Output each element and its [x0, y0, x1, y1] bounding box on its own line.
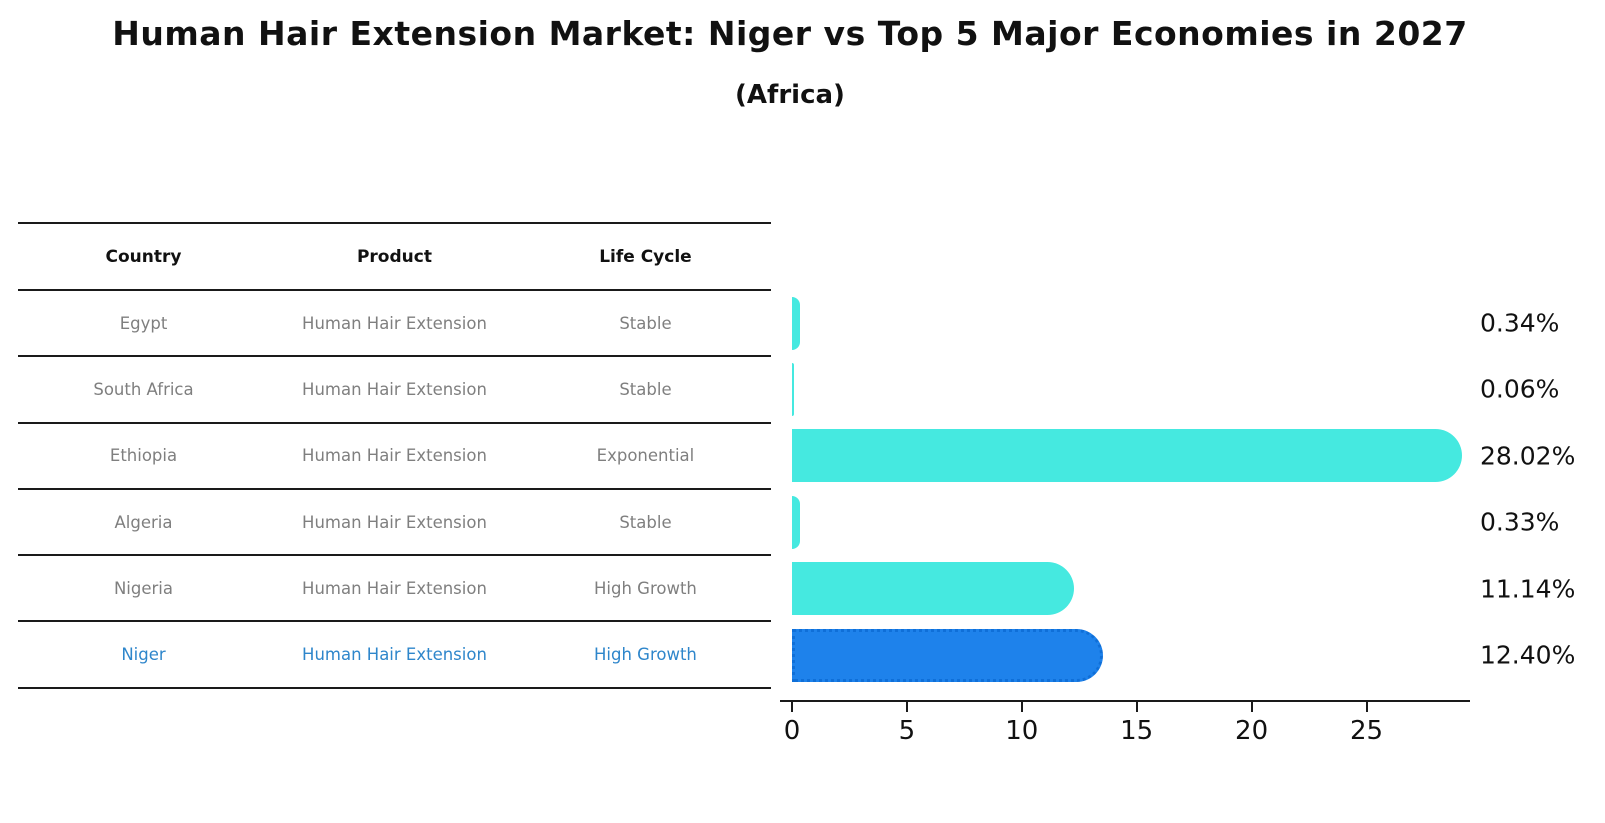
bar-algeria	[792, 495, 800, 549]
x-tick-mark	[791, 702, 793, 712]
cell-country: Algeria	[114, 512, 173, 532]
cell-product: Human Hair Extension	[302, 313, 487, 333]
column-header-lifecycle: Life Cycle	[599, 246, 692, 267]
bar-chart: 0.34% 0.06% 28.02% 0.33% 11.14% 12.40% 0 5 10 15 2…	[780, 280, 1605, 780]
cell-product: Human Hair Extension	[302, 578, 487, 598]
x-tick-label: 10	[1005, 716, 1039, 746]
bar-niger	[792, 628, 1103, 682]
table-header-row: Country Product Life Cycle	[18, 224, 771, 291]
bar-ethiopia	[792, 429, 1462, 483]
cell-country: Ethiopia	[109, 446, 178, 466]
cell-country: South Africa	[93, 379, 194, 399]
x-tick-label: 15	[1120, 716, 1154, 746]
x-tick-label: 20	[1235, 716, 1269, 746]
bar-south-africa	[792, 362, 794, 416]
table-row-ethiopia: Ethiopia Human Hair Extension Exponential	[18, 424, 771, 490]
x-axis-line	[780, 700, 1470, 702]
cell-product: Human Hair Extension	[302, 512, 487, 532]
country-table: Country Product Life Cycle Egypt Human Ha…	[18, 222, 771, 689]
value-label-nigeria: 11.14%	[1480, 574, 1576, 604]
chart-title: Human Hair Extension Market: Niger vs To…	[112, 14, 1468, 53]
cell-country: Egypt	[119, 313, 168, 333]
bar-nigeria	[792, 562, 1074, 616]
x-tick-mark	[1365, 702, 1368, 712]
cell-country: Nigeria	[113, 578, 173, 598]
chart-subtitle: (Africa)	[735, 80, 845, 110]
cell-life-cycle: Stable	[619, 313, 672, 333]
x-tick-label: 0	[783, 716, 801, 746]
column-header-product: Product	[356, 246, 432, 267]
cell-product: Human Hair Extension	[302, 379, 487, 399]
table-body: Egypt Human Hair Extension Stable South Afr…	[18, 291, 771, 689]
table-row-south-africa: South Africa Human Hair Extension Stable	[18, 357, 771, 424]
table-row-algeria: Algeria Human Hair Extension Stable	[18, 490, 771, 557]
table-row-egypt: Egypt Human Hair Extension Stable	[18, 291, 771, 358]
cell-product: Human Hair Extension	[302, 645, 487, 665]
x-tick-mark	[1250, 702, 1253, 712]
value-label-algeria: 0.33%	[1480, 507, 1560, 537]
column-header-country: Country	[105, 246, 182, 267]
value-label-south-africa: 0.06%	[1480, 374, 1560, 404]
cell-life-cycle: High Growth	[594, 578, 697, 598]
cell-country: Niger	[121, 645, 166, 665]
table-row-niger: Niger Human Hair Extension High Growth	[18, 622, 771, 689]
x-tick-mark	[1020, 702, 1023, 712]
x-tick-mark	[905, 702, 908, 712]
value-label-egypt: 0.34%	[1480, 308, 1560, 338]
value-label-ethiopia: 28.02%	[1480, 441, 1576, 471]
cell-product: Human Hair Extension	[302, 446, 487, 466]
cell-life-cycle: Stable	[619, 379, 672, 399]
bar-egypt	[792, 296, 800, 350]
value-label-niger: 12.40%	[1480, 640, 1576, 670]
cell-life-cycle: High Growth	[594, 645, 697, 665]
x-tick-label: 25	[1349, 716, 1384, 746]
cell-life-cycle: Exponential	[596, 446, 695, 466]
table-row-nigeria: Nigeria Human Hair Extension High Growth	[18, 556, 771, 623]
cell-life-cycle: Stable	[619, 512, 672, 532]
x-tick-mark	[1135, 702, 1138, 712]
x-tick-label: 5	[898, 716, 916, 746]
